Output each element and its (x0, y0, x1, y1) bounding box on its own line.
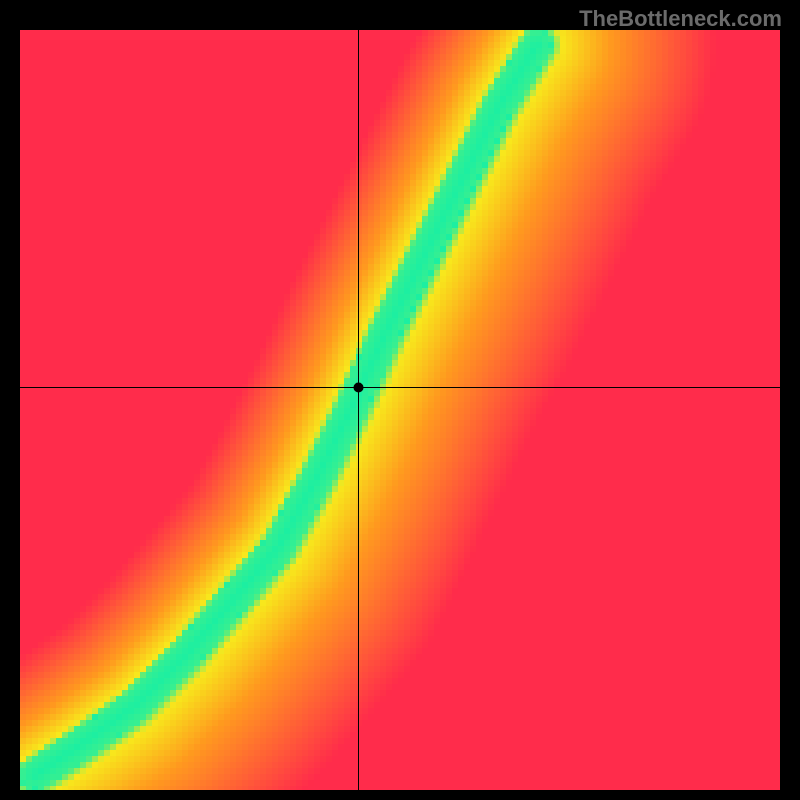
chart-container: TheBottleneck.com (0, 0, 800, 800)
bottleneck-heatmap (20, 30, 780, 790)
watermark-text: TheBottleneck.com (579, 6, 782, 32)
